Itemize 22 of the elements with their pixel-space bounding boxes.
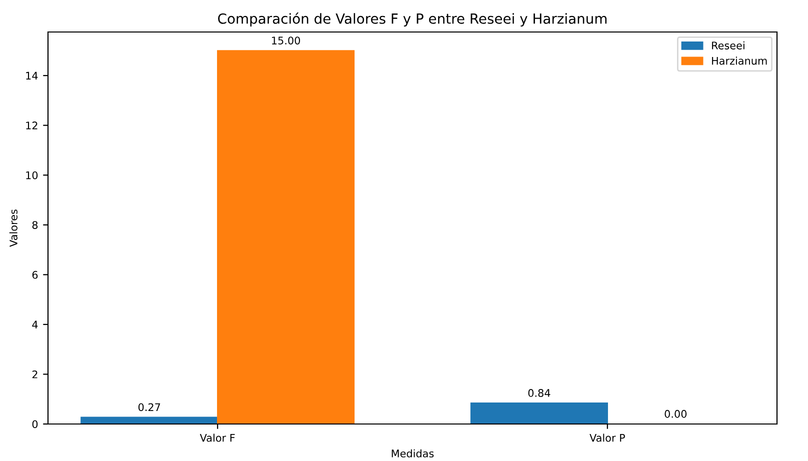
y-tick-label: 8 [32,221,38,229]
bar [217,50,355,424]
y-tick-label: 2 [32,370,38,378]
bar [470,402,608,424]
legend-label: Harzianum [712,56,767,65]
legend-label: Reseei [712,41,744,50]
data-label: 0.27 [138,403,160,412]
x-tick-label: Valor F [200,434,235,442]
y-tick-label: 10 [26,171,38,180]
y-axis-title: Valores [9,210,18,247]
data-label: 15.00 [272,36,300,44]
x-axis-title: Medidas [392,449,434,458]
y-tick-label: 6 [32,270,38,279]
y-tick-label: 0 [32,420,38,428]
chart-title: Comparación de Valores F y P entre Reseei y Harzianum [218,12,607,27]
x-tick-label: Valor P [590,434,625,442]
y-tick-label: 12 [26,122,38,130]
y-tick-label: 14 [26,72,38,80]
bar [80,416,218,424]
data-label: 0.84 [528,389,550,397]
y-tick-label: 4 [32,320,38,328]
data-label: 0.00 [664,410,687,418]
